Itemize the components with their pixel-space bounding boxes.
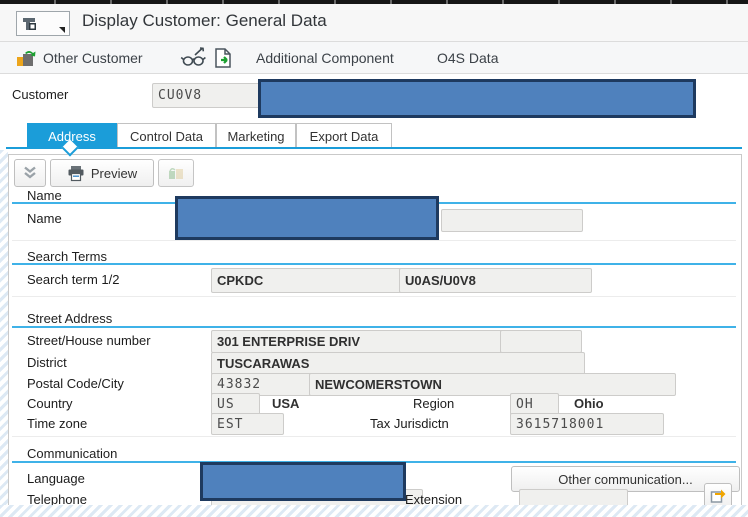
application-toolbar: Other Customer Additional Compon bbox=[0, 42, 748, 74]
exit-button[interactable] bbox=[213, 42, 233, 73]
country-name-text: USA bbox=[272, 396, 300, 411]
customer-field[interactable]: CU0V8 bbox=[152, 83, 274, 108]
name-row-label: Name bbox=[27, 211, 62, 226]
search-term-1-field[interactable]: CPKDC bbox=[211, 268, 408, 293]
street-section-divider bbox=[12, 436, 736, 437]
customer-label: Customer bbox=[12, 87, 69, 102]
page-title: Display Customer: General Data bbox=[82, 11, 327, 30]
disabled-versions-icon bbox=[167, 165, 185, 181]
tab-marketing[interactable]: Marketing bbox=[216, 123, 296, 148]
additional-component-button[interactable]: Additional Component bbox=[256, 42, 394, 73]
street-label: Street/House number bbox=[27, 333, 151, 348]
telephone-label: Telephone bbox=[27, 492, 87, 507]
region-name-text: Ohio bbox=[574, 396, 604, 411]
tab-export-data[interactable]: Export Data bbox=[296, 123, 392, 148]
o4s-data-button[interactable]: O4S Data bbox=[437, 42, 498, 73]
desktop-texture-bottom bbox=[0, 505, 748, 517]
search-terms-underline bbox=[12, 263, 736, 265]
tab-address[interactable]: Address bbox=[27, 123, 117, 148]
region-label: Region bbox=[413, 396, 455, 411]
search-term-label: Search term 1/2 bbox=[27, 272, 120, 287]
name-section-divider bbox=[12, 240, 736, 241]
collapse-button[interactable] bbox=[14, 159, 46, 187]
window-top-edge bbox=[0, 0, 748, 4]
additional-component-label: Additional Component bbox=[256, 49, 394, 66]
name-section-header: Name bbox=[27, 188, 62, 203]
transaction-menu-button[interactable] bbox=[16, 11, 70, 36]
search-terms-section-header: Search Terms bbox=[27, 249, 107, 264]
disabled-toolbar-button[interactable] bbox=[158, 159, 194, 187]
redaction-overlay-customer-name bbox=[258, 79, 696, 118]
house-number-field[interactable] bbox=[500, 330, 582, 353]
desktop-texture-left bbox=[0, 150, 8, 505]
preview-label: Preview bbox=[90, 165, 138, 181]
display-change-button[interactable] bbox=[180, 42, 206, 73]
city-field[interactable]: NEWCOMERSTOWN bbox=[309, 373, 676, 396]
other-customer-label: Other Customer bbox=[43, 49, 143, 66]
tab-control-data[interactable]: Control Data bbox=[117, 123, 216, 148]
search-section-divider bbox=[12, 296, 736, 297]
communication-section-header: Communication bbox=[27, 446, 118, 461]
name-field[interactable] bbox=[441, 209, 583, 232]
dropdown-caret-icon bbox=[59, 27, 65, 33]
double-chevron-down-icon bbox=[21, 165, 39, 181]
transaction-menu-icon bbox=[21, 16, 41, 32]
time-zone-field[interactable]: EST bbox=[211, 413, 284, 435]
tabstrip-underline bbox=[6, 147, 742, 149]
search-term-2-field[interactable]: U0AS/U0V8 bbox=[399, 268, 592, 293]
extension-label: Extension bbox=[405, 492, 463, 507]
goto-arrow-icon bbox=[709, 487, 727, 505]
other-customer-icon bbox=[16, 48, 36, 68]
street-address-underline bbox=[12, 326, 736, 328]
country-label: Country bbox=[27, 396, 73, 411]
titlebar: Display Customer: General Data bbox=[0, 4, 748, 42]
language-label: Language bbox=[27, 471, 85, 486]
district-field[interactable]: TUSCARAWAS bbox=[211, 352, 585, 375]
preview-button[interactable]: Preview bbox=[50, 159, 154, 187]
street-field[interactable]: 301 ENTERPRISE DRIV bbox=[211, 330, 508, 353]
display-change-glasses-icon bbox=[180, 46, 206, 69]
region-field[interactable]: OH bbox=[510, 393, 559, 415]
redaction-overlay-language-telephone bbox=[200, 462, 406, 501]
tax-jurisdiction-label: Tax Jurisdictn bbox=[370, 416, 449, 431]
redaction-overlay-name bbox=[175, 196, 439, 240]
postal-code-field[interactable]: 43832 bbox=[211, 373, 317, 396]
country-field[interactable]: US bbox=[211, 393, 260, 415]
tax-jurisdiction-field[interactable]: 3615718001 bbox=[510, 413, 664, 435]
exit-document-icon bbox=[213, 47, 233, 69]
printer-icon bbox=[67, 165, 85, 182]
o4s-data-label: O4S Data bbox=[437, 49, 499, 66]
district-label: District bbox=[27, 355, 67, 370]
postal-code-city-label: Postal Code/City bbox=[27, 376, 124, 391]
other-customer-button[interactable]: Other Customer bbox=[16, 42, 143, 73]
time-zone-label: Time zone bbox=[27, 416, 88, 431]
street-address-section-header: Street Address bbox=[27, 311, 113, 326]
